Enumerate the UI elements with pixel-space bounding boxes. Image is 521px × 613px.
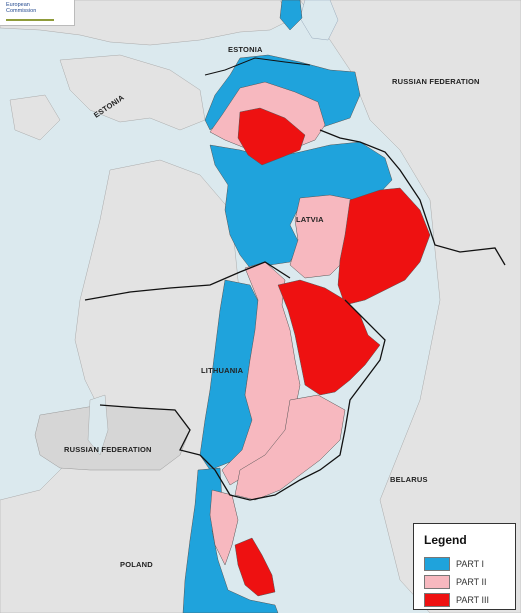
zone-part2-b (289, 194, 356, 279)
legend-swatch-part2 (424, 575, 450, 589)
border-latvia-russia (319, 129, 506, 266)
logo-bar (6, 19, 54, 21)
zone-part1-a (279, 0, 303, 31)
legend-label-part1: PART I (456, 559, 485, 569)
estonia-west-land (59, 54, 206, 131)
island-land (9, 94, 61, 141)
border-belarus (199, 299, 386, 501)
border-estonia-latvia (204, 57, 311, 76)
label-poland: POLAND (120, 560, 153, 569)
label-latvia: LATVIA (296, 215, 324, 224)
label-russia-kaliningrad: RUSSIAN FEDERATION (64, 445, 152, 454)
label-lithuania: LITHUANIA (201, 366, 244, 375)
legend: Legend PART I PART II PART III (413, 523, 516, 610)
zone-part3-d (234, 537, 276, 597)
zone-part3-b (337, 187, 431, 306)
logo-text: European Commission (6, 2, 36, 14)
legend-label-part3: PART III (456, 595, 490, 605)
kaliningrad-land (34, 404, 191, 471)
legend-swatch-part3 (424, 593, 450, 607)
border-kaliningrad (99, 404, 201, 456)
commission-logo: European Commission (0, 0, 75, 26)
border-latvia-lithuania (84, 261, 291, 301)
zone-part2-d (234, 394, 346, 501)
lagoon (87, 394, 109, 456)
label-estonia-top: ESTONIA (228, 45, 263, 54)
label-russia-east: RUSSIAN FEDERATION (392, 77, 480, 86)
logo-line1: European (6, 2, 30, 8)
label-belarus: BELARUS (390, 475, 428, 484)
legend-title: Legend (424, 533, 467, 547)
zone-part3-a (237, 107, 306, 166)
zone-part2-e (209, 489, 239, 566)
legend-label-part2: PART II (456, 577, 487, 587)
logo-line2: Commission (6, 8, 37, 14)
legend-swatch-part1 (424, 557, 450, 571)
zone-part3-c (277, 279, 381, 396)
